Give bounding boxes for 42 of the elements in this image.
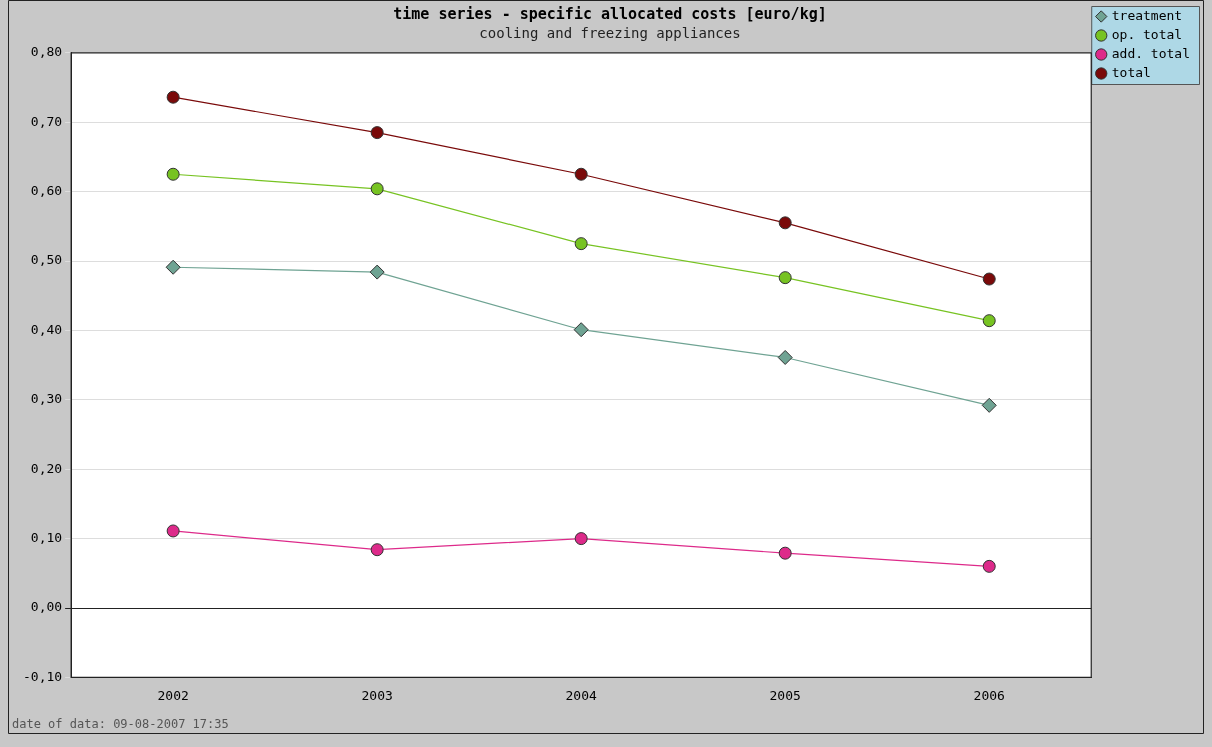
point [574,532,588,546]
y-tick-label: 0,30 [30,391,63,407]
point [574,237,588,251]
point [574,167,588,181]
point [778,271,792,285]
legend-label: total [1111,64,1151,80]
legend-label: add. total [1111,45,1191,61]
y-tick-label: 0,60 [30,182,63,198]
y-tick-label: 0,20 [30,460,63,476]
point [166,524,180,538]
point [166,167,180,181]
y-tick-label: 0,00 [30,599,63,615]
x-tick-label: 2005 [769,687,801,703]
point [778,546,792,560]
chart-subtitle: cooling and freezing appliances [479,25,741,42]
point [982,272,996,286]
y-tick-label: 0,80 [30,44,63,60]
point [370,182,384,196]
point [777,349,793,365]
point [369,264,385,280]
chart-title: time series - specific allocated costs [euro/kg] [393,4,827,23]
y-tick-label: 0,70 [30,113,63,129]
point [573,322,589,338]
point [778,216,792,230]
point [370,543,384,557]
x-tick-label: 2004 [565,687,598,703]
point [981,397,997,413]
y-tick-label: 0,10 [30,529,63,545]
point [166,90,180,104]
y-tick-label: -0,10 [22,668,63,684]
point [982,314,996,328]
point [370,126,384,140]
x-tick-label: 2006 [973,687,1005,703]
y-tick-label: 0,40 [30,321,63,337]
legend-label: op. total [1111,26,1183,42]
legend-label: treatment [1111,7,1183,23]
point [165,259,181,275]
x-tick-label: 2002 [157,687,189,703]
y-tick-label: 0,50 [30,252,63,268]
point [982,559,996,573]
x-tick-label: 2003 [361,687,393,703]
text: date of data: 09-08-2007 17:35 [12,717,229,732]
